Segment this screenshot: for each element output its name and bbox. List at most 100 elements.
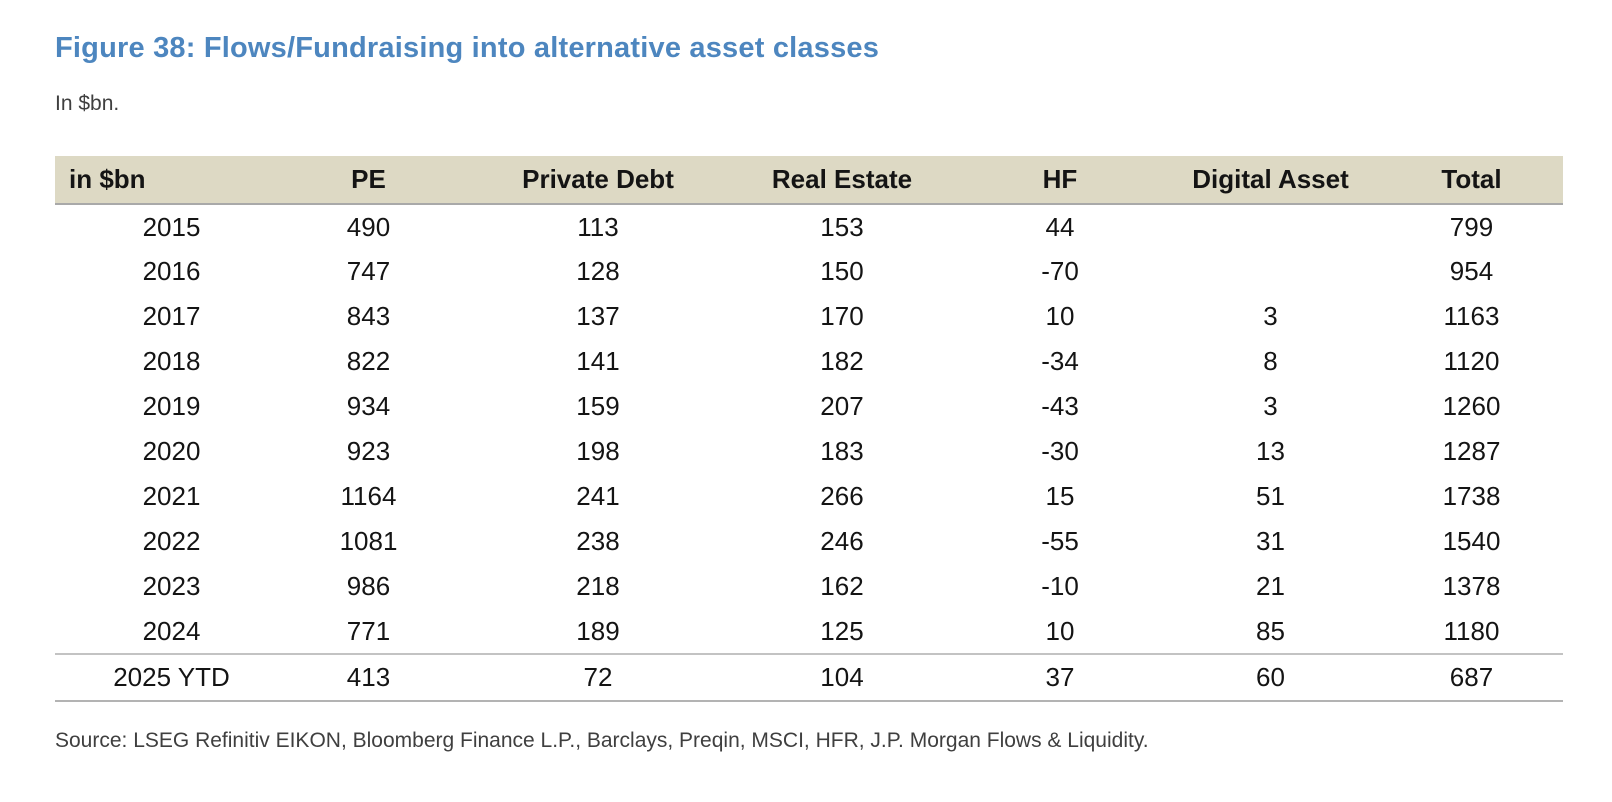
table-header-row: in $bn PE Private Debt Real Estate HF Di… (55, 156, 1563, 205)
year-cell: 2020 (142, 436, 201, 466)
figure-unit-label: In $bn. (55, 92, 120, 115)
value-cell: 189 (576, 615, 620, 646)
value-cell: 72 (471, 653, 725, 702)
value-cell: 1287 (1442, 436, 1501, 466)
value-cell: 1540 (1442, 526, 1501, 556)
value-cell: 125 (820, 615, 864, 646)
value-cell: 934 (346, 391, 391, 421)
value-cell: 182 (820, 346, 864, 376)
value-cell: 150 (820, 256, 864, 286)
source-note: Source: LSEG Refinitiv EIKON, Bloomberg … (55, 729, 1149, 752)
col-header-hf: HF (959, 156, 1161, 205)
table-row: 2021 1164 241 266 15 51 1738 (55, 474, 1563, 519)
value-cell: 218 (576, 571, 620, 601)
value-cell: 3 (1263, 301, 1278, 331)
value-cell: 490 (346, 211, 391, 242)
value-cell: 822 (346, 346, 391, 376)
value-cell: 137 (576, 301, 620, 331)
value-cell: 8 (1263, 346, 1278, 376)
value-cell: 238 (576, 526, 620, 556)
value-cell: 51 (1256, 481, 1285, 511)
value-cell: 13 (1256, 436, 1285, 466)
value-cell: 113 (577, 211, 619, 242)
value-cell (1161, 249, 1380, 294)
value-cell: 1378 (1442, 571, 1501, 601)
value-cell: 1260 (1442, 391, 1501, 421)
year-cell: 2018 (142, 346, 201, 376)
value-cell: -10 (1041, 571, 1079, 601)
value-cell: -70 (1041, 256, 1079, 286)
year-cell: 2019 (142, 391, 201, 421)
value-cell: 104 (725, 653, 959, 702)
value-cell: 183 (820, 436, 864, 466)
table-row: 2020 923 198 183 -30 13 1287 (55, 429, 1563, 474)
value-cell: 843 (346, 301, 391, 331)
value-cell: 246 (820, 526, 864, 556)
value-cell: 10 (1045, 301, 1075, 331)
year-cell: 2022 (142, 526, 201, 556)
value-cell: 986 (346, 571, 391, 601)
col-header-total: Total (1380, 156, 1563, 205)
figure-block: Figure 38: Flows/Fundraising into altern… (55, 32, 1563, 752)
value-cell: -55 (1041, 526, 1079, 556)
value-cell: 687 (1380, 653, 1563, 702)
value-cell: 170 (820, 301, 864, 331)
table-row: 2018 822 141 182 -34 8 1120 (55, 339, 1563, 384)
year-cell: 2016 (142, 256, 201, 286)
value-cell: 159 (576, 391, 620, 421)
value-cell: 3 (1263, 391, 1278, 421)
col-header-real-estate: Real Estate (725, 156, 959, 205)
year-cell: 2024 (142, 615, 201, 646)
year-cell: 2015 (142, 211, 201, 242)
col-header-pe: PE (266, 156, 471, 205)
value-cell: 10 (1045, 615, 1075, 646)
value-cell: 21 (1256, 571, 1285, 601)
value-cell: 37 (959, 653, 1161, 702)
value-cell: 31 (1256, 526, 1285, 556)
table-row: 2022 1081 238 246 -55 31 1540 (55, 519, 1563, 564)
value-cell: -30 (1041, 436, 1079, 466)
value-cell: 799 (1449, 211, 1494, 242)
table-row-ytd: 2025 YTD 413 72 104 37 60 687 (55, 653, 1563, 702)
flows-fundraising-table: in $bn PE Private Debt Real Estate HF Di… (55, 156, 1563, 702)
table-row: 2016 747 128 150 -70 954 (55, 249, 1563, 294)
col-header-digital-asset: Digital Asset (1161, 156, 1380, 205)
year-cell: 2017 (142, 301, 201, 331)
value-cell: 747 (346, 256, 391, 286)
table-row: 2023 986 218 162 -10 21 1378 (55, 564, 1563, 609)
value-cell: 85 (1256, 615, 1285, 646)
value-cell: -34 (1041, 346, 1079, 376)
value-cell: 207 (820, 391, 864, 421)
value-cell: 1164 (340, 481, 397, 511)
value-cell: 141 (576, 346, 620, 376)
value-cell: 15 (1045, 481, 1075, 511)
value-cell: 923 (346, 436, 391, 466)
value-cell: 153 (820, 211, 864, 242)
year-cell: 2025 YTD (55, 653, 266, 702)
value-cell: 1738 (1442, 481, 1501, 511)
year-cell: 2023 (142, 571, 201, 601)
value-cell: 1163 (1443, 301, 1500, 331)
value-cell: 198 (576, 436, 620, 466)
col-header-private-debt: Private Debt (471, 156, 725, 205)
value-cell: -43 (1041, 391, 1079, 421)
value-cell: 1081 (339, 526, 398, 556)
table-row: 2019 934 159 207 -43 3 1260 (55, 384, 1563, 429)
table-row: 2015 490 113 153 44 799 (55, 204, 1563, 249)
col-header-in-bn: in $bn (55, 156, 266, 205)
value-cell: 60 (1161, 653, 1380, 702)
value-cell: 1180 (1443, 615, 1500, 646)
value-cell: 44 (1045, 211, 1075, 242)
year-cell: 2021 (142, 481, 201, 511)
table-row: 2017 843 137 170 10 3 1163 (55, 294, 1563, 339)
value-cell: 1120 (1443, 346, 1500, 376)
table-row: 2024 771 189 125 10 85 1180 (55, 609, 1563, 654)
figure-title: Figure 38: Flows/Fundraising into altern… (55, 32, 880, 64)
value-cell: 266 (820, 481, 864, 511)
value-cell: 413 (266, 653, 471, 702)
value-cell: 954 (1449, 256, 1494, 286)
value-cell: 162 (820, 571, 864, 601)
value-cell: 128 (576, 256, 620, 286)
value-cell: 771 (346, 615, 391, 646)
